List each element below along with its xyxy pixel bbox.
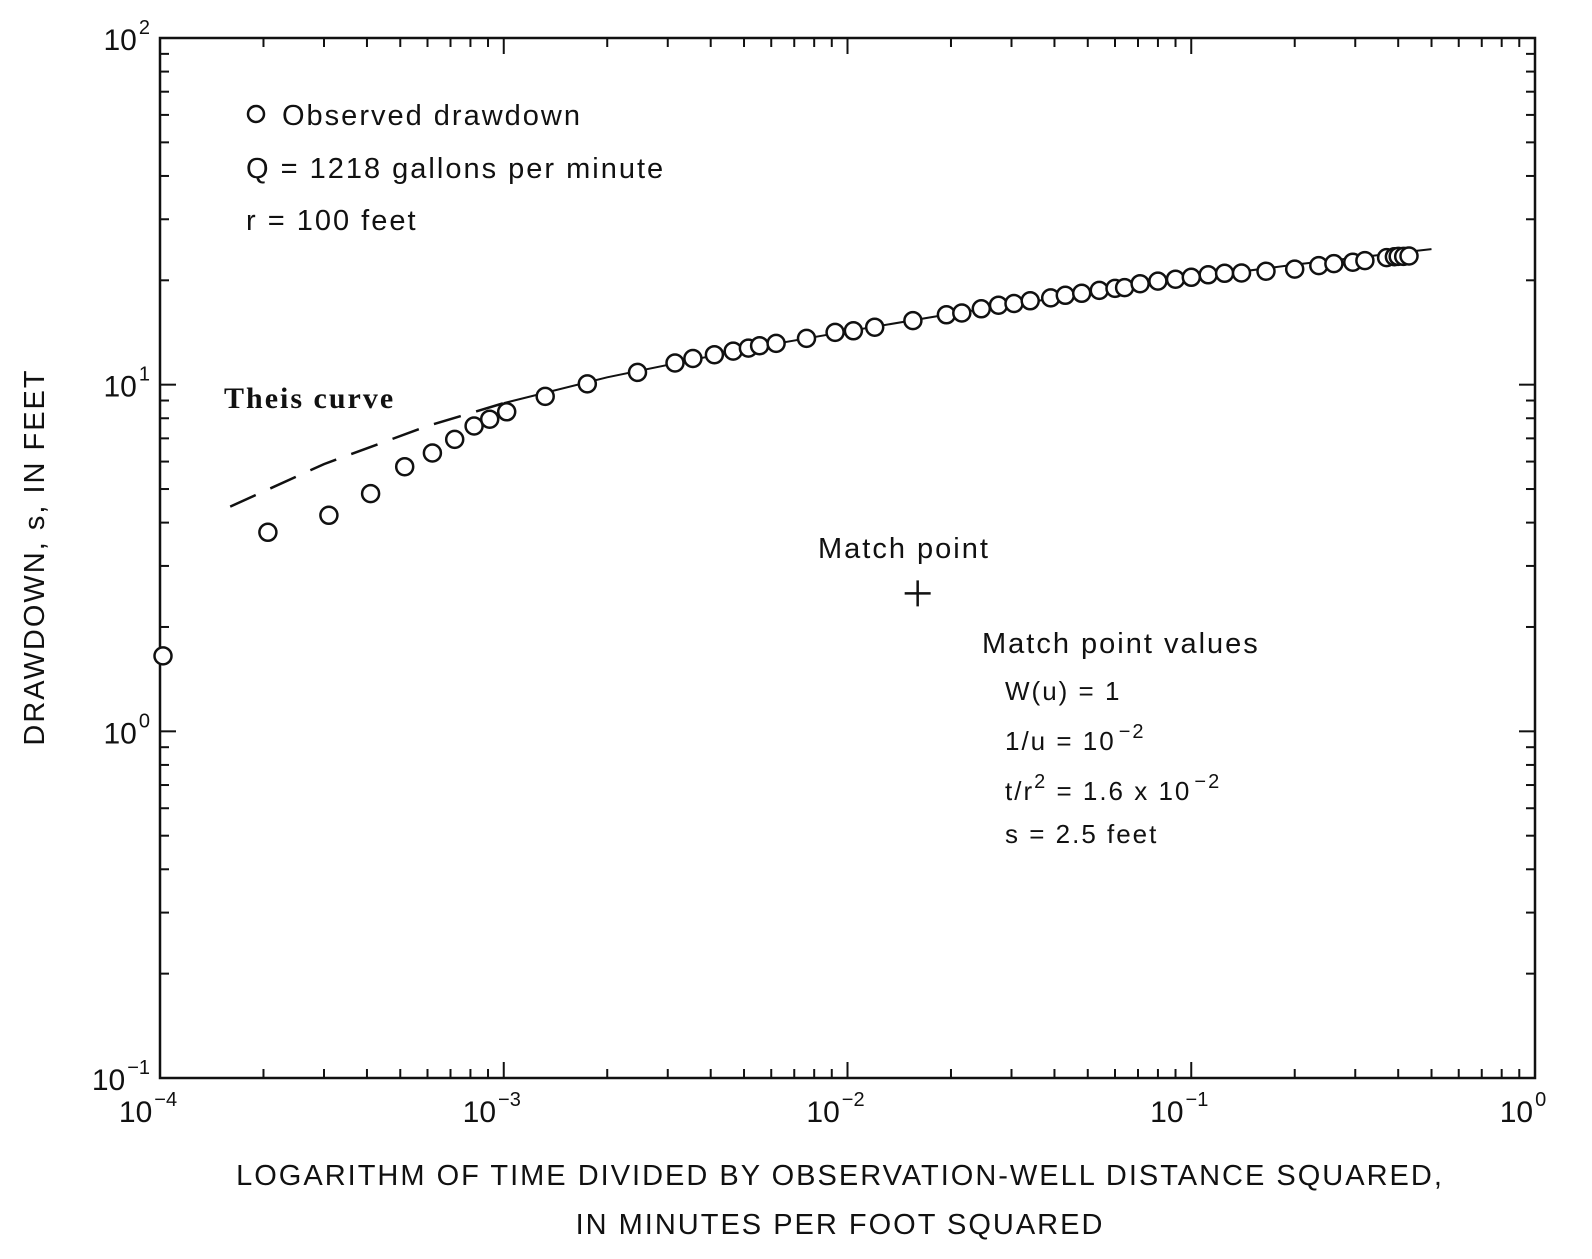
observed-drawdown-point	[665, 353, 685, 373]
observed-drawdown-point	[1004, 293, 1024, 314]
legend-discharge: Q = 1218 gallons per minute	[246, 153, 665, 185]
observed-drawdown-point	[1181, 267, 1202, 288]
legend-observed-drawdown: Observed drawdown	[282, 100, 582, 132]
observed-drawdown-point	[843, 321, 864, 341]
x-axis-title-line-2: IN MINUTES PER FOOT SQUARED	[576, 1209, 1105, 1241]
x-tick-label-base: 10	[806, 1096, 839, 1129]
observed-drawdown-point	[479, 409, 500, 429]
x-tick-label-exponent: −2	[842, 1089, 865, 1111]
observed-drawdown-point	[1055, 285, 1076, 306]
t-over-r2-exponent: −2	[1194, 771, 1221, 793]
legend-circle-marker	[246, 104, 266, 124]
y-tick-label-base: 10	[92, 1064, 125, 1097]
y-tick-label-exponent: −1	[127, 1057, 150, 1079]
x-tick-label-exponent: −3	[498, 1089, 521, 1111]
x-tick-label-base: 10	[1150, 1096, 1183, 1129]
y-axis-title: DRAWDOWN, s, IN FEET	[19, 368, 51, 745]
match-value-wu: W(u) = 1	[1005, 676, 1121, 706]
y-tick-label-exponent: 2	[139, 17, 150, 39]
x-tick-label: 10 −2	[806, 1089, 864, 1129]
observed-drawdown-point	[1231, 263, 1252, 283]
theis-curve-label: Theis curve	[224, 382, 395, 415]
observed-drawdown-point	[577, 374, 598, 394]
observed-drawdown-point	[1355, 250, 1375, 271]
observed-drawdown-point	[319, 505, 339, 526]
match-values-title: Match point values	[982, 628, 1260, 660]
y-tick-label: 10 1	[104, 364, 151, 404]
observed-drawdown-point	[1284, 259, 1305, 279]
observed-drawdown-point	[444, 429, 465, 450]
x-tick-label: 10 −3	[463, 1089, 521, 1129]
observed-drawdown-point	[496, 402, 517, 422]
match-value-s: s = 2.5 feet	[1005, 819, 1158, 849]
inverse-u-exponent: −2	[1119, 721, 1146, 743]
observed-drawdown-point	[1165, 269, 1186, 289]
match-value-inverse-u: 1/u = 10 −2	[1005, 721, 1146, 756]
y-tick-label: 10 −1	[92, 1057, 150, 1097]
observed-drawdown-point	[796, 328, 817, 349]
observed-drawdown-point	[464, 416, 484, 436]
observed-drawdown-point	[535, 386, 555, 407]
x-tick-label: 10 −1	[1150, 1089, 1208, 1129]
observed-drawdown-point	[683, 348, 703, 369]
observed-drawdown-point	[704, 344, 725, 365]
observed-drawdown-point	[825, 322, 845, 343]
observed-drawdown-point	[766, 333, 786, 354]
x-tick-label-base: 10	[1500, 1096, 1533, 1129]
observed-drawdown-point	[394, 456, 415, 477]
match-value-t-over-r2: t/r2 = 1.6 x 10 −2	[1005, 771, 1221, 806]
x-tick-label: 10 0	[1500, 1089, 1547, 1129]
observed-drawdown-point	[360, 483, 381, 504]
observed-drawdown-point	[1214, 263, 1235, 284]
observed-drawdown-point	[422, 443, 443, 463]
observed-drawdown-point	[1399, 246, 1419, 266]
y-tick-label-base: 10	[104, 717, 137, 750]
observed-drawdown-point	[971, 299, 992, 319]
y-tick-label-exponent: 0	[139, 710, 150, 732]
observed-drawdown-point	[1130, 273, 1150, 294]
observed-drawdown-point	[1020, 291, 1040, 311]
observed-drawdown-point	[627, 362, 648, 383]
observed-drawdown-point	[1256, 261, 1276, 281]
observed-drawdown-point	[1198, 265, 1218, 285]
observed-drawdown-series	[153, 246, 1419, 666]
observed-drawdown-point	[903, 310, 923, 331]
y-tick-label-exponent: 1	[139, 364, 150, 386]
observed-drawdown-point	[952, 303, 972, 323]
observed-drawdown-point	[258, 522, 278, 543]
t-over-r-text: t/r	[1005, 776, 1034, 806]
x-axis-title-line-1: LOGARITHM OF TIME DIVIDED BY OBSERVATION…	[236, 1160, 1444, 1192]
observed-drawdown-point	[1071, 283, 1092, 304]
x-tick-label-base: 10	[463, 1096, 496, 1129]
observed-drawdown-point	[1324, 253, 1344, 274]
observed-drawdown-point	[864, 317, 885, 337]
y-tick-label-base: 10	[104, 371, 137, 404]
theis-curve-dashed-segment	[229, 401, 505, 508]
legend-distance: r = 100 feet	[246, 205, 418, 237]
axis-tick-labels: 10 −4 10 −3 10 −2 10 −1 10 010 −110 010 110 2	[92, 17, 1546, 1129]
x-tick-label-exponent: 0	[1535, 1089, 1546, 1111]
y-tick-label: 10 2	[104, 17, 151, 57]
x-tick-label-exponent: −4	[154, 1089, 177, 1111]
r-squared-exponent: 2	[1034, 771, 1047, 793]
y-tick-label: 10 0	[104, 710, 151, 750]
t-over-r2-value: = 1.6 x 10	[1047, 776, 1191, 806]
match-point-label: Match point	[818, 533, 990, 565]
observed-drawdown-point	[1148, 271, 1168, 291]
x-tick-label: 10 −4	[119, 1089, 177, 1129]
observed-drawdown-point	[153, 646, 173, 666]
y-tick-label-base: 10	[104, 24, 137, 57]
x-tick-label-exponent: −1	[1186, 1089, 1209, 1111]
observed-drawdown-point	[749, 335, 770, 356]
axis-ticks	[159, 37, 1536, 1079]
match-point-marker	[904, 580, 931, 607]
observed-drawdown-point	[1089, 280, 1110, 301]
x-tick-label-base: 10	[119, 1096, 152, 1129]
inverse-u-text: 1/u = 10	[1005, 726, 1116, 756]
observed-drawdown-point	[1114, 277, 1135, 298]
